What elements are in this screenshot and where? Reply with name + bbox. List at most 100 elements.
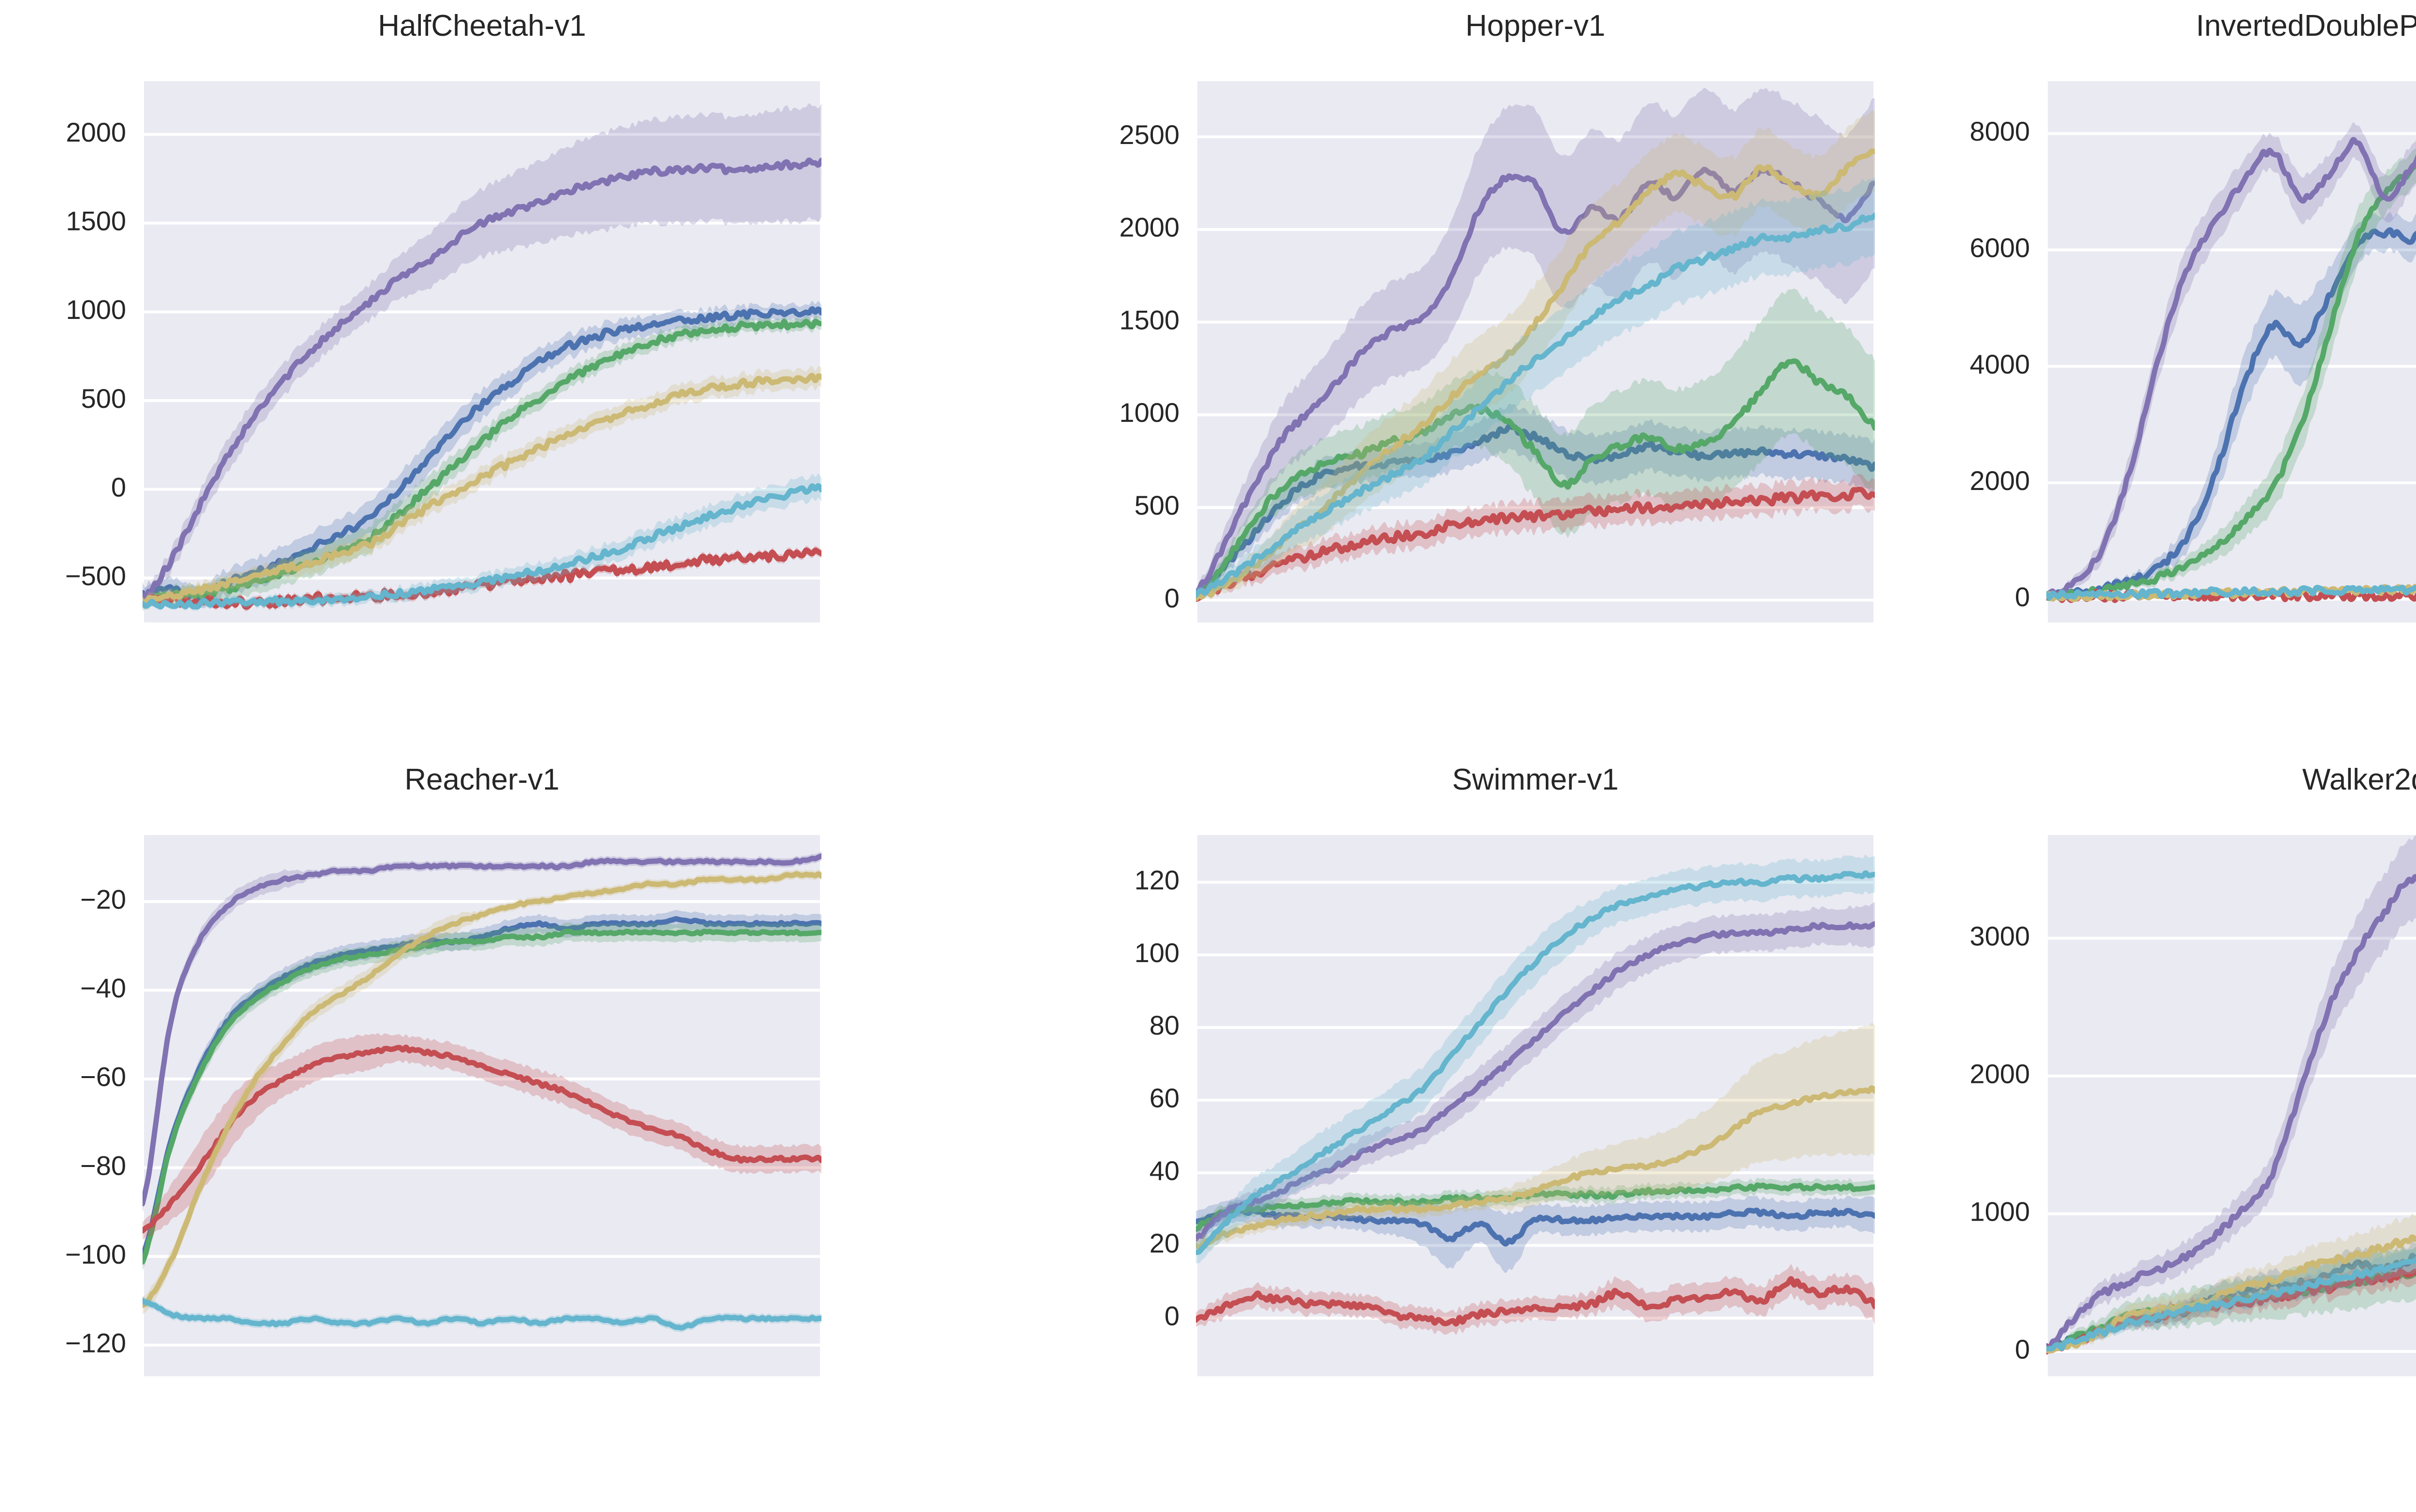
series-line-a2c_tr bbox=[1193, 358, 1878, 601]
y-tick-label: 3000 bbox=[1970, 921, 2030, 951]
series-trpo bbox=[1193, 854, 1878, 1264]
y-tick-label: 2500 bbox=[1119, 119, 1179, 150]
y-tick-label: 500 bbox=[81, 383, 126, 414]
series-line-ppo_clip bbox=[1193, 921, 1878, 1242]
series-vpg_adaptive bbox=[140, 869, 824, 1314]
series-line-a2c bbox=[140, 916, 824, 1258]
series-line-cem bbox=[1193, 486, 1878, 602]
chart-axes-swimmer: 02040608010012001000000 bbox=[1063, 763, 1894, 1386]
series-line-vpg_adaptive bbox=[1193, 1085, 1878, 1250]
y-tick-label: −500 bbox=[65, 561, 126, 591]
chart-panel-walker2d: Walker2d-v1010002000300001000000 bbox=[1913, 763, 2416, 1386]
confidence-band-a2c_tr bbox=[1196, 288, 1875, 603]
series-vpg_adaptive bbox=[2043, 1213, 2416, 1354]
chart-axes-inverteddoublependulum: 0200040006000800001000000 bbox=[1913, 9, 2416, 632]
series-vpg_adaptive bbox=[140, 365, 824, 609]
chart-panel-inverteddoublependulum: InvertedDoublePendulum-v1 0 2000 4000 6000 80… bbox=[1913, 9, 2416, 632]
confidence-band-ppo_clip bbox=[1196, 87, 1875, 600]
tick-labels: −120−100−80−60−40−2001000000 bbox=[65, 884, 126, 1358]
y-tick-label: 4000 bbox=[1970, 349, 2030, 379]
series-trpo bbox=[140, 474, 824, 611]
series-ppo_clip bbox=[2043, 835, 2416, 1353]
tick-labels: 0500100015002000250001000000 bbox=[1119, 119, 1179, 613]
series-line-ppo_clip bbox=[140, 158, 824, 603]
series-line-a2c bbox=[2043, 227, 2416, 601]
y-tick-label: 2000 bbox=[1970, 465, 2030, 496]
y-tick-label: −80 bbox=[80, 1150, 126, 1181]
tick-labels: 02040608010012001000000 bbox=[1135, 865, 1179, 1331]
series-line-cem bbox=[140, 1044, 824, 1234]
series-line-a2c_tr bbox=[2043, 162, 2416, 601]
y-tick-label: 60 bbox=[1150, 1083, 1179, 1113]
plot-background bbox=[2046, 835, 2416, 1376]
series-line-cem bbox=[1193, 1276, 1878, 1327]
chart-axes-hopper: 0500100015002000250001000000 bbox=[1063, 9, 1894, 632]
y-tick-label: 80 bbox=[1150, 1010, 1179, 1040]
y-tick-label: 500 bbox=[1135, 490, 1179, 520]
series-a2c_tr bbox=[140, 922, 824, 1271]
chart-title-inverteddoublependulum: InvertedDoublePendulum-v1 bbox=[2196, 9, 2416, 43]
y-tick-label: 8000 bbox=[1970, 116, 2030, 146]
chart-axes-halfcheetah: −500050010001500200001000000 bbox=[19, 9, 1044, 632]
series-trpo bbox=[2043, 584, 2416, 601]
series-line-a2c_tr bbox=[140, 928, 824, 1265]
series-a2c_tr bbox=[140, 315, 824, 611]
chart-title-swimmer: Swimmer-v1 bbox=[1452, 763, 1619, 796]
series-vpg_adaptive bbox=[1193, 1022, 1878, 1254]
chart-panel-hopper: Hopper-v10500100015002000250001000000 bbox=[1063, 9, 1894, 632]
y-tick-label: −120 bbox=[65, 1328, 126, 1358]
chart-axes-reacher: −120−100−80−60−40−2001000000 bbox=[19, 763, 1044, 1386]
tick-labels: 0200040006000800001000000 bbox=[1970, 116, 2030, 612]
series-ppo_clip bbox=[1193, 902, 1878, 1246]
y-tick-label: 1000 bbox=[1970, 1196, 2030, 1227]
y-tick-label: 100 bbox=[1135, 937, 1179, 968]
y-tick-label: 2000 bbox=[1970, 1059, 2030, 1089]
confidence-band-cem bbox=[1196, 1264, 1875, 1335]
confidence-band-vpg_adaptive bbox=[2046, 1213, 2416, 1353]
series-line-vpg_adaptive bbox=[2043, 1234, 2416, 1354]
confidence-band-vpg_adaptive bbox=[143, 365, 821, 609]
series-cem bbox=[1193, 1264, 1878, 1335]
chart-panel-swimmer: Swimmer-v102040608010012001000000 bbox=[1063, 763, 1894, 1386]
confidence-band-trpo bbox=[143, 474, 821, 611]
y-tick-label: 0 bbox=[1165, 583, 1179, 613]
confidence-band-ppo_clip bbox=[1196, 902, 1875, 1246]
chart-panel-halfcheetah: HalfCheetah-v1−5000500100015002000010000… bbox=[19, 9, 1044, 632]
y-tick-label: 2000 bbox=[1119, 212, 1179, 243]
chart-axes-walker2d: 010002000300001000000 bbox=[1913, 763, 2416, 1386]
y-tick-label: 1500 bbox=[1119, 304, 1179, 335]
y-tick-label: −40 bbox=[80, 973, 126, 1003]
y-tick-label: 120 bbox=[1135, 865, 1179, 895]
series-trpo bbox=[1193, 176, 1878, 599]
y-tick-label: 20 bbox=[1150, 1228, 1179, 1258]
y-tick-label: 0 bbox=[111, 472, 126, 502]
confidence-band-ppo_clip bbox=[2046, 122, 2416, 598]
series-a2c bbox=[140, 910, 824, 1265]
chart-title-walker2d: Walker2d-v1 bbox=[2302, 763, 2416, 796]
series-cem bbox=[140, 1033, 824, 1240]
series-ppo_clip bbox=[2043, 122, 2416, 598]
y-tick-label: 2000 bbox=[66, 117, 126, 147]
series-trpo bbox=[2043, 1247, 2416, 1352]
series-line-vpg_adaptive bbox=[140, 871, 824, 1308]
series-line-ppo_clip bbox=[2043, 137, 2416, 598]
y-tick-label: −100 bbox=[65, 1239, 126, 1269]
y-tick-label: 1500 bbox=[66, 206, 126, 236]
series-trpo bbox=[140, 1296, 824, 1333]
series-line-trpo bbox=[1193, 213, 1878, 598]
confidence-band-cem bbox=[1196, 474, 1875, 603]
y-tick-label: 0 bbox=[2015, 1334, 2030, 1364]
series-a2c_tr bbox=[1193, 1178, 1878, 1237]
series-line-trpo bbox=[2043, 584, 2416, 601]
y-tick-label: 1000 bbox=[66, 294, 126, 325]
chart-title-reacher: Reacher-v1 bbox=[404, 763, 560, 796]
tick-labels: 010002000300001000000 bbox=[1970, 921, 2030, 1365]
series-a2c_tr bbox=[1193, 288, 1878, 603]
series-line-trpo bbox=[140, 483, 824, 610]
confidence-band-ppo_clip bbox=[143, 103, 821, 607]
y-tick-label: 0 bbox=[2015, 582, 2030, 612]
series-line-a2c_tr bbox=[140, 318, 824, 605]
chart-title-hopper: Hopper-v1 bbox=[1465, 9, 1606, 43]
series-line-a2c_tr bbox=[1193, 1182, 1878, 1232]
